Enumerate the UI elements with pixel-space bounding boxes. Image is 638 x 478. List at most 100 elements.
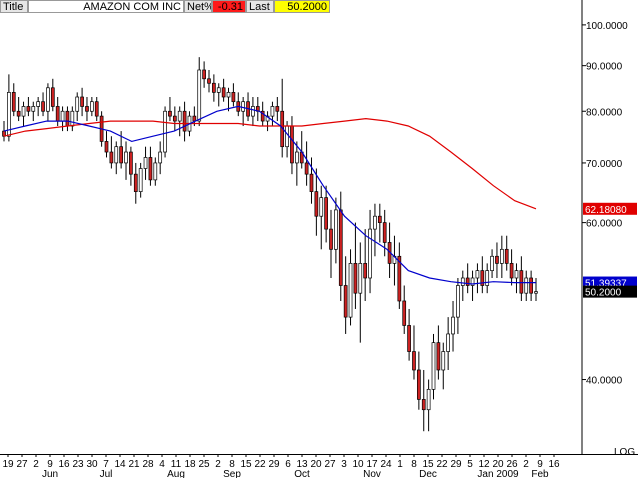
x-day-label: 4: [159, 459, 165, 470]
candle: [46, 83, 50, 122]
candle-body: [90, 101, 94, 112]
candle: [153, 157, 158, 186]
candle-body: [172, 115, 177, 122]
moving-averages: [3, 105, 537, 285]
candle: [65, 106, 70, 132]
candle: [251, 97, 255, 127]
x-day-label: 25: [198, 459, 210, 470]
x-day-label: 29: [450, 459, 462, 470]
x-day-label: 3: [341, 459, 347, 470]
candle-body: [168, 110, 172, 117]
candle: [241, 97, 246, 127]
candle-body: [119, 146, 123, 164]
candle-body: [207, 78, 211, 84]
x-day-label: 24: [380, 459, 392, 470]
candle: [460, 270, 465, 301]
candle-body: [534, 291, 538, 294]
candle: [534, 277, 538, 301]
candle-body: [138, 168, 143, 192]
candle-body: [426, 388, 431, 411]
candle: [490, 249, 494, 278]
x-month-label: Aug: [167, 469, 185, 478]
candle: [197, 57, 202, 127]
candle-body: [275, 106, 280, 112]
x-day-label: 27: [16, 459, 28, 470]
candle-body: [65, 110, 70, 127]
candle: [426, 379, 431, 432]
candle-body: [216, 87, 221, 93]
candle: [343, 256, 348, 334]
x-day-label: 15: [240, 459, 252, 470]
y-tick-label: 40.0000: [586, 376, 623, 387]
candle-body: [490, 255, 494, 271]
candle-body: [470, 277, 475, 286]
candle: [129, 146, 133, 186]
candle-body: [36, 101, 41, 107]
candle-body: [163, 110, 167, 153]
candle-body: [70, 110, 75, 127]
candle-body: [353, 263, 358, 294]
x-day-label: 8: [411, 459, 417, 470]
plot-area: [0, 0, 638, 455]
candle: [7, 74, 11, 142]
candle: [421, 369, 426, 432]
candle-body: [456, 285, 460, 318]
x-day-label: 21: [128, 459, 140, 470]
candle: [109, 136, 114, 169]
candle: [226, 87, 231, 112]
moving-average-long: [3, 117, 537, 210]
last-value: 50.2000: [274, 0, 330, 13]
candle: [172, 106, 177, 132]
candle-body: [153, 162, 158, 181]
candle: [21, 101, 26, 127]
candle: [138, 162, 143, 198]
price-marker: 50.2000: [583, 285, 637, 299]
candle-body: [104, 141, 109, 153]
candle: [436, 325, 441, 380]
candle: [334, 197, 338, 264]
candle-body: [412, 351, 416, 371]
x-day-label: 7: [103, 459, 109, 470]
quote-header: Title AMAZON COM INC Net% -0.31 Last 50.…: [0, 0, 330, 14]
candle: [255, 97, 260, 122]
candle: [236, 92, 241, 117]
candle-body: [397, 255, 402, 302]
candle: [377, 203, 382, 243]
candle-body: [177, 110, 182, 122]
price-marker: 62.18080: [583, 202, 637, 216]
x-day-label: 20: [310, 459, 322, 470]
candle-body: [270, 106, 275, 117]
candle: [133, 162, 138, 204]
candle: [11, 83, 16, 117]
candle: [456, 277, 460, 334]
x-day-label: 15: [422, 459, 434, 470]
candle-body: [114, 146, 119, 164]
candle: [451, 300, 455, 352]
x-day-label: 14: [114, 459, 126, 470]
candle-body: [329, 228, 333, 250]
candle-body: [85, 106, 89, 112]
candle: [353, 222, 358, 309]
candle-body: [465, 277, 470, 286]
x-day-label: 29: [268, 459, 280, 470]
candle-body: [231, 92, 236, 103]
candle-body: [417, 369, 421, 400]
x-month-label: Nov: [363, 469, 381, 478]
candle-body: [495, 255, 499, 264]
x-month-label: Jun: [42, 469, 58, 478]
candle: [499, 235, 504, 278]
candle-body: [16, 110, 21, 117]
candle-body: [202, 69, 206, 80]
candle-body: [94, 101, 99, 117]
candle-body: [524, 277, 529, 294]
price-marker-label: 51.39337: [585, 279, 627, 290]
x-day-label: 19: [2, 459, 14, 470]
candle-body: [368, 228, 372, 279]
x-day-label: 9: [537, 459, 543, 470]
candles: [2, 57, 538, 432]
candle: [475, 263, 480, 294]
candle-body: [75, 96, 80, 112]
candle: [158, 141, 163, 175]
x-day-label: 23: [72, 459, 84, 470]
candle-body: [504, 248, 509, 264]
